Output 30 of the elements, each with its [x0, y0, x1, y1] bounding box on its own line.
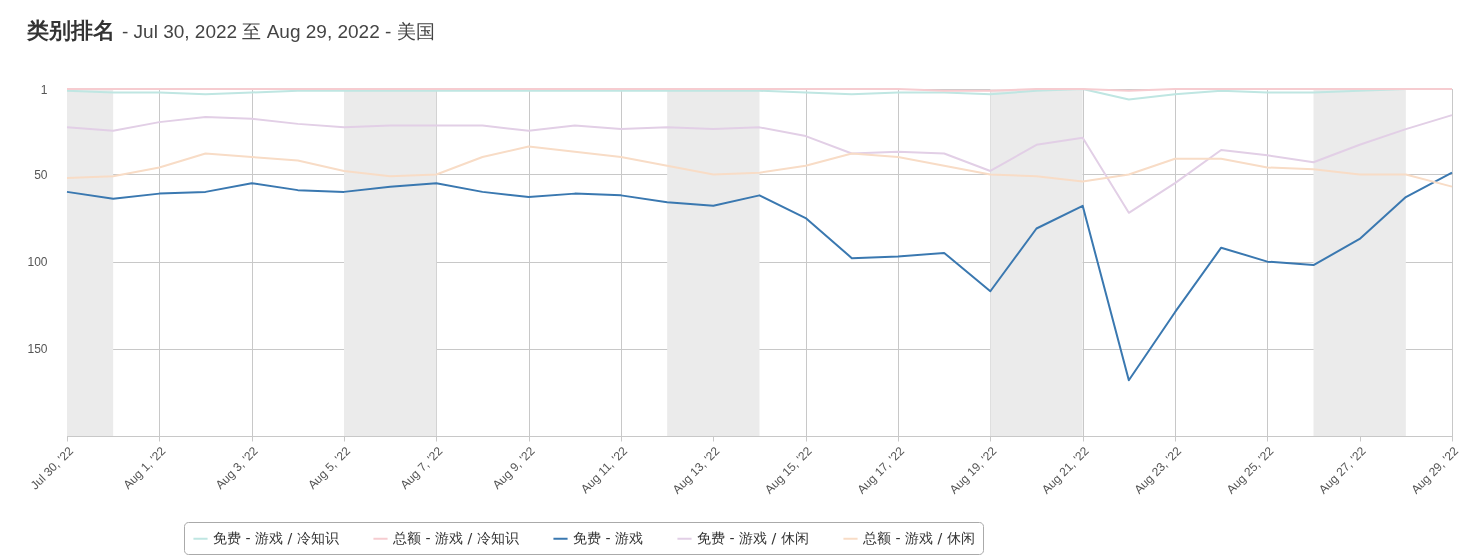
chart-subtitle: - Jul 30, 2022 至 Aug 29, 2022 - 美国 [122, 21, 435, 42]
x-tick-label: Aug 3, '22 [212, 443, 261, 492]
x-tick-label: Aug 9, '22 [489, 443, 538, 492]
x-tick-label: Aug 29, '22 [1408, 443, 1462, 497]
x-tick-label: Aug 7, '22 [397, 443, 446, 492]
chart-title: 类别排名 [27, 18, 115, 43]
line-series [66, 145, 1453, 188]
y-tick-label: 150 [27, 342, 48, 357]
y-tick-label: 1 [40, 82, 48, 97]
legend-label: 免费 - 游戏 / 休闲 [697, 529, 809, 546]
x-tick-label: Aug 25, '22 [1223, 443, 1277, 497]
legend-label: 总额 - 游戏 / 冷知识 [392, 529, 519, 546]
x-tick-label: Aug 1, '22 [120, 443, 169, 492]
y-tick-label: 50 [34, 167, 48, 182]
x-tick-label: Jul 30, '22 [27, 443, 77, 493]
line-series [66, 114, 1453, 214]
legend-label: 免费 - 游戏 [573, 529, 643, 546]
x-tick-label: Aug 27, '22 [1316, 443, 1369, 497]
x-tick-label: Aug 13, '22 [669, 443, 723, 497]
x-tick-label: Aug 5, '22 [305, 443, 354, 492]
x-tick-label: Aug 17, '22 [854, 443, 908, 497]
legend-label: 总额 - 游戏 / 休闲 [862, 529, 975, 546]
y-tick-label: 100 [27, 255, 48, 270]
x-tick-label: Aug 21, '22 [1039, 443, 1092, 497]
x-tick-label: Aug 23, '22 [1131, 443, 1185, 497]
x-tick-label: Aug 15, '22 [762, 443, 815, 497]
line-series [66, 171, 1453, 382]
legend-label: 免费 - 游戏 / 冷知识 [213, 529, 339, 546]
x-tick-label: Aug 11, '22 [578, 443, 631, 497]
x-tick-label: Aug 19, '22 [946, 443, 1000, 497]
